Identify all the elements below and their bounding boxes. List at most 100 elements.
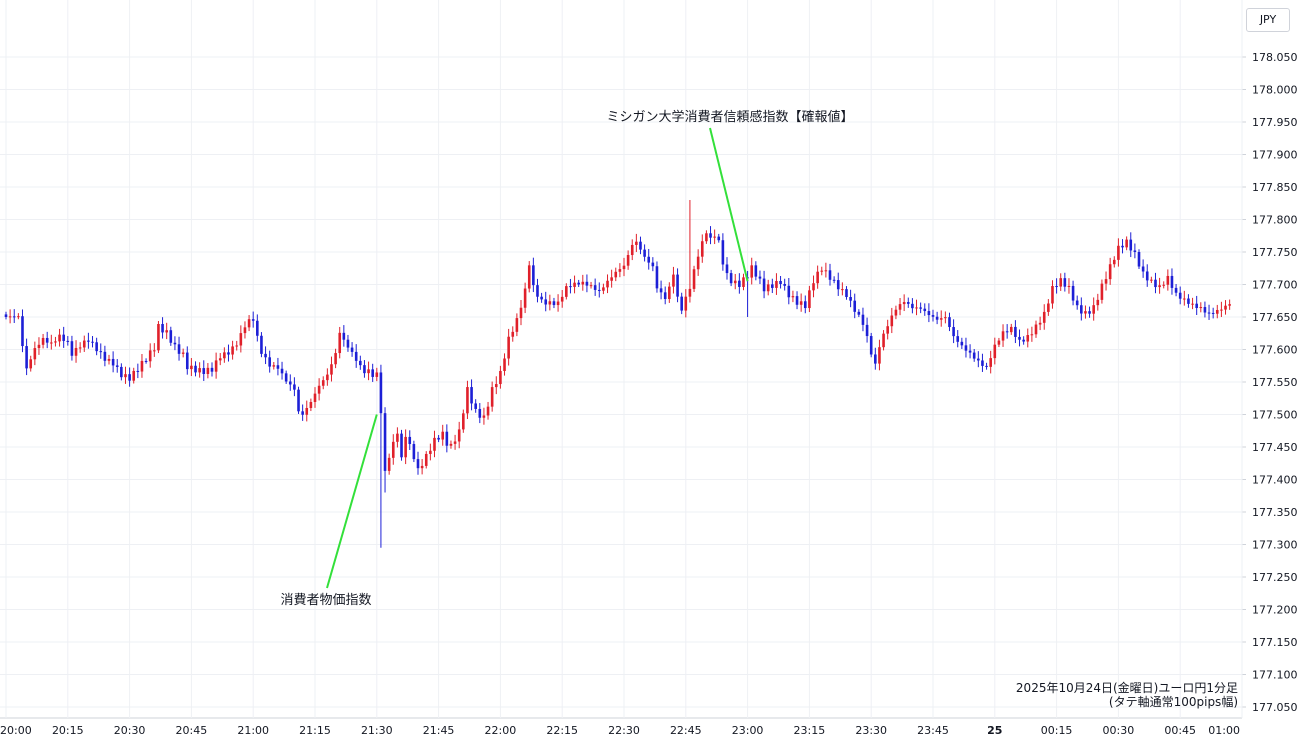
candle-body (610, 277, 613, 281)
candle-body (247, 319, 251, 328)
candle-body (836, 280, 840, 290)
candle-body (330, 364, 333, 375)
candle-body (721, 240, 725, 265)
candle-body (17, 316, 20, 318)
candle-body (519, 307, 523, 319)
candle-body (845, 289, 848, 297)
candle-body (239, 333, 243, 346)
x-tick-label: 23:30 (855, 724, 887, 737)
candle-body (1071, 285, 1075, 301)
y-tick-label: 177.950 (1252, 116, 1298, 129)
candle-body (676, 274, 679, 297)
candle-body (256, 320, 259, 336)
candle-body (367, 369, 370, 374)
candle-body (1191, 303, 1194, 305)
y-tick-label: 177.450 (1252, 441, 1298, 454)
candle-body (78, 347, 82, 349)
candle-body (1009, 326, 1013, 333)
candle-body (1207, 312, 1211, 314)
candle-body (1080, 305, 1083, 314)
candle-body (103, 351, 107, 361)
candle-body (173, 342, 177, 345)
candle-body (429, 450, 432, 454)
candle-body (585, 281, 589, 286)
candle-body (997, 340, 1001, 345)
candle-body (515, 318, 519, 332)
candle-body (1170, 275, 1174, 288)
candle-body (985, 365, 988, 367)
candle-body (1075, 300, 1079, 306)
candle-body (692, 269, 696, 289)
candle-body (709, 233, 712, 238)
candle-body (956, 336, 960, 342)
candle-body (288, 381, 292, 385)
y-tick-label: 177.300 (1252, 539, 1298, 552)
candle-body (775, 280, 778, 288)
caption-line-2: (タテ軸通常100pips幅) (1108, 695, 1238, 709)
x-tick-label: 00:30 (1103, 724, 1135, 737)
candle-body (1145, 271, 1149, 281)
candle-body (33, 348, 37, 360)
candle-body (919, 307, 922, 309)
candle-body (260, 335, 263, 354)
candle-body (445, 431, 449, 446)
candle-body (738, 280, 741, 287)
candle-body (354, 351, 358, 361)
x-tick-label: 01:00 (1208, 724, 1240, 737)
candle-body (284, 373, 288, 382)
candle-body (177, 344, 181, 354)
candle-body (120, 366, 123, 378)
candle-body (132, 370, 136, 381)
x-tick-label: 21:00 (237, 724, 269, 737)
cpi-annotation-label: 消費者物価指数 (280, 593, 371, 608)
candle-body (548, 301, 552, 305)
michigan-annotation-label: ミシガン大学消費者信頼感指数【確報値】 (606, 109, 853, 125)
candle-body (391, 441, 395, 458)
candle-body (470, 387, 473, 404)
candle-body (453, 441, 457, 444)
x-tick-label: 20:45 (176, 724, 208, 737)
y-tick-label: 177.400 (1252, 474, 1298, 487)
candle-body (816, 271, 819, 284)
candle-body (1055, 286, 1058, 288)
candle-body (626, 255, 630, 266)
candle-body (832, 279, 836, 281)
candle-body (45, 337, 49, 343)
candle-body (1112, 259, 1116, 265)
y-tick-label: 177.350 (1252, 506, 1298, 519)
candle-body (1063, 278, 1067, 287)
candle-body (1018, 336, 1021, 340)
candle-body (128, 374, 131, 381)
caption-line-1: 2025年10月24日(金曜日)ユーロ円1分足 (1015, 681, 1238, 695)
candle-body (696, 256, 700, 270)
candle-body (165, 330, 168, 333)
candle-body (499, 370, 502, 385)
candle-body (334, 353, 337, 365)
candle-body (342, 332, 346, 340)
candle-body (1215, 309, 1219, 314)
candle-body (622, 265, 626, 270)
candle-body (989, 358, 992, 367)
candle-body (639, 241, 642, 250)
currency-badge[interactable]: JPY (1246, 8, 1290, 32)
candle-body (1026, 335, 1030, 342)
candle-body (404, 436, 407, 458)
candle-body (647, 256, 651, 263)
candle-body (457, 429, 461, 442)
candle-body (1174, 287, 1178, 293)
candle-body (795, 296, 799, 305)
candle-body (58, 334, 61, 342)
candle-body (787, 285, 791, 298)
candle-body (536, 285, 539, 297)
candle-body (865, 324, 869, 337)
candle-body (1199, 307, 1203, 309)
candle-body (4, 314, 8, 317)
candle-body (684, 296, 688, 311)
candle-body (12, 316, 16, 318)
candle-body (1104, 279, 1108, 284)
candle-body (231, 346, 234, 355)
candle-body (210, 367, 214, 372)
candle-body (944, 317, 947, 319)
candle-body (560, 296, 564, 302)
